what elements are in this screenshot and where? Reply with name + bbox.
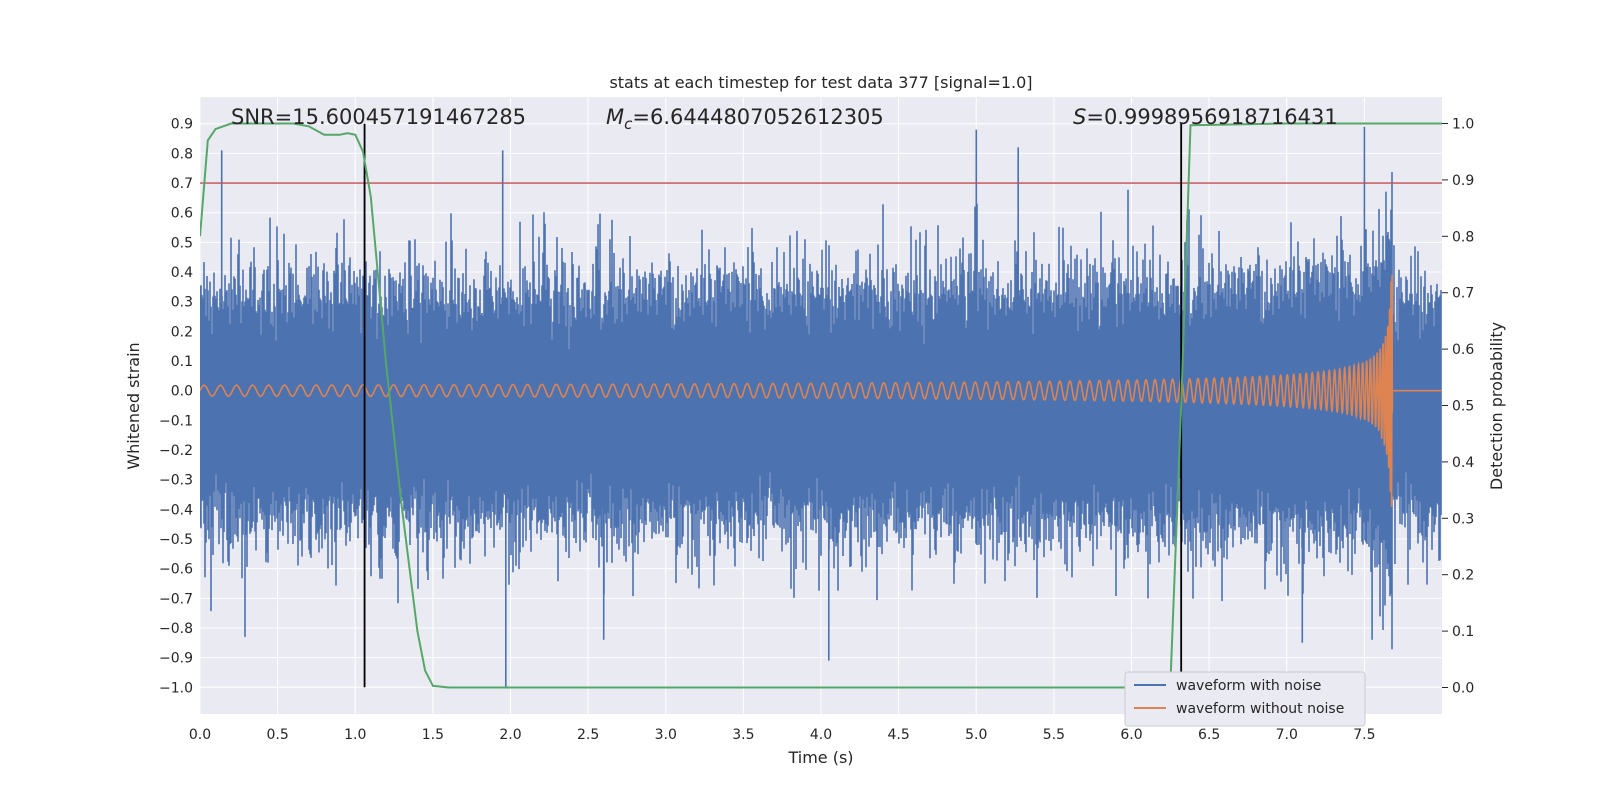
snr-annotation: SNR=15.600457191467285: [231, 105, 526, 129]
s-value: =0.9998956918716431: [1086, 105, 1337, 129]
y2-tick-label: 0.3: [1452, 511, 1474, 527]
y-tick-label: −1.0: [159, 680, 193, 696]
y2-tick-label: 0.7: [1452, 286, 1474, 302]
legend-label-noise: waveform with noise: [1176, 678, 1321, 694]
chart-title: stats at each timestep for test data 377…: [609, 73, 1032, 92]
x-tick-label: 1.0: [344, 727, 366, 743]
y-tick-label: −0.9: [159, 651, 193, 667]
x-tick-label: 3.0: [655, 727, 677, 743]
s-label: S: [1073, 105, 1086, 129]
x-tick-label: 4.5: [887, 727, 909, 743]
x-tick-label: 3.5: [732, 727, 754, 743]
y-tick-label: 0.6: [171, 206, 193, 222]
y2-tick-label: 0.9: [1452, 173, 1474, 189]
y-tick-label: 0.3: [171, 295, 193, 311]
y2-tick-label: 0.2: [1452, 568, 1474, 584]
mc-value: =6.6444807052612305: [632, 105, 883, 129]
y-tick-label: −0.7: [159, 591, 193, 607]
y2-tick-label: 0.0: [1452, 680, 1474, 696]
y-tick-label: 0.7: [171, 176, 193, 192]
x-tick-label: 2.0: [499, 727, 521, 743]
x-tick-label: 1.5: [422, 727, 444, 743]
y-tick-label: 0.9: [171, 117, 193, 133]
mc-subscript: c: [624, 115, 633, 133]
x-tick-label: 0.5: [266, 727, 288, 743]
x-tick-label: 6.5: [1198, 727, 1220, 743]
y-tick-label: 0.1: [171, 354, 193, 370]
x-tick-label: 4.0: [810, 727, 832, 743]
y2-tick-label: 1.0: [1452, 117, 1474, 133]
y-tick-label: −0.5: [159, 532, 193, 548]
y2-axis-label: Detection probability: [1487, 322, 1506, 490]
y-tick-label: 0.8: [171, 146, 193, 162]
y2-tick-label: 0.8: [1452, 229, 1474, 245]
clean-chirp-trace: [200, 275, 1442, 507]
y-tick-label: 0.4: [171, 265, 193, 281]
y-tick-label: −0.2: [159, 443, 193, 459]
y-tick-label: −0.8: [159, 621, 193, 637]
x-tick-label: 6.0: [1120, 727, 1142, 743]
x-tick-label: 7.5: [1353, 727, 1375, 743]
x-axis-ticks: 0.0 0.5 1.0 1.5 2.0 2.5 3.0 3.5 4.0 4.5 5.0 5.5 6.0 6…: [189, 727, 1376, 743]
legend-label-clean: waveform without noise: [1176, 701, 1344, 717]
x-axis-label: Time (s): [787, 748, 853, 767]
s-annotation: S=0.9998956918716431: [1073, 105, 1338, 129]
snr-label: SNR: [231, 105, 275, 129]
y-tick-label: −0.4: [159, 502, 193, 518]
y2-axis-ticks: 1.0 0.9 0.8 0.7 0.6 0.5 0.4 0.3 0.2 0.1 0.0: [1442, 117, 1474, 696]
x-tick-label: 5.5: [1043, 727, 1065, 743]
y-tick-label: −0.3: [159, 473, 193, 489]
x-tick-label: 7.0: [1276, 727, 1298, 743]
mc-label: M: [606, 105, 624, 129]
y-tick-label: 0.5: [171, 235, 193, 251]
y-tick-label: −0.6: [159, 562, 193, 578]
x-tick-label: 5.0: [965, 727, 987, 743]
x-tick-label: 0.0: [189, 727, 211, 743]
y-axis-ticks: 0.9 0.8 0.7 0.6 0.5 0.4 0.3 0.2 0.1 0.0 −0.1 −0.2 −0…: [159, 117, 193, 697]
y2-tick-label: 0.5: [1452, 399, 1474, 415]
snr-value: =15.600457191467285: [275, 105, 526, 129]
y-tick-label: 0.0: [171, 384, 193, 400]
mc-annotation: Mc=6.6444807052612305: [606, 105, 884, 133]
y-tick-label: −0.1: [159, 413, 193, 429]
y-tick-label: 0.2: [171, 324, 193, 340]
y2-tick-label: 0.6: [1452, 342, 1474, 358]
x-tick-label: 2.5: [577, 727, 599, 743]
legend-box: [1124, 671, 1366, 727]
y-axis-label: Whitened strain: [124, 342, 143, 469]
y2-tick-label: 0.1: [1452, 624, 1474, 640]
legend: waveform with noise waveform without noi…: [1124, 671, 1366, 727]
y2-tick-label: 0.4: [1452, 455, 1474, 471]
